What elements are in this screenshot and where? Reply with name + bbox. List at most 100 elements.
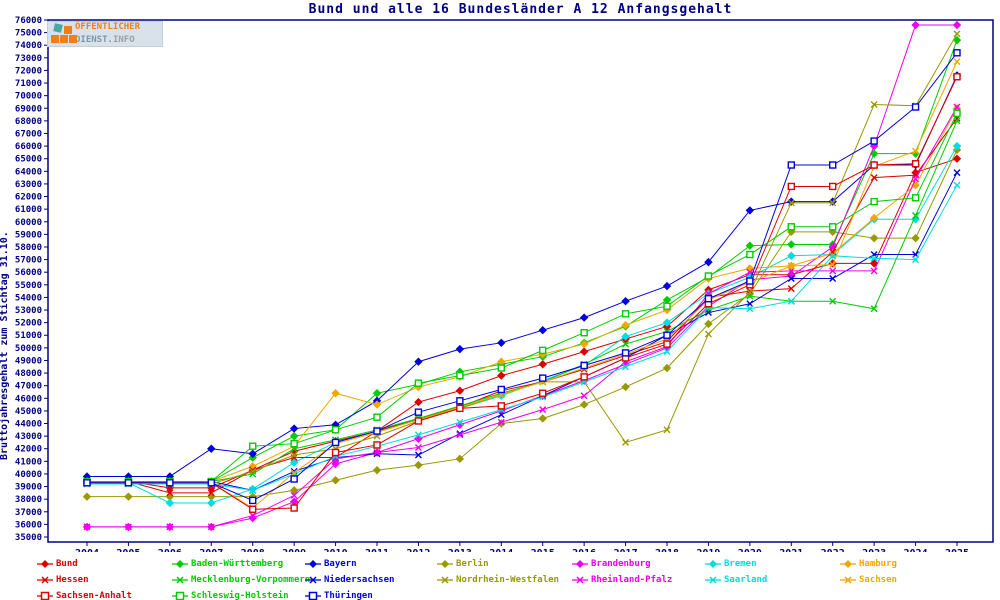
logo-text-line2a: DIENST. [75, 35, 113, 45]
y-axis-tick-label: 43000 [15, 432, 42, 442]
series-marker [912, 147, 920, 155]
series-marker [373, 449, 381, 457]
legend-item-th-ringen: Thüringen [305, 590, 373, 600]
legend-item-bayern: Bayern [305, 558, 357, 570]
legend-marker-icon [172, 560, 188, 568]
y-axis-tick-label: 53000 [15, 306, 42, 316]
series-line-bayern [87, 75, 958, 477]
series-marker [290, 475, 298, 483]
legend-label: Niedersachsen [324, 575, 395, 585]
series-marker [414, 397, 423, 407]
legend-label: Bremen [724, 559, 757, 569]
series-marker [538, 360, 547, 369]
series-marker [497, 338, 506, 348]
series-marker [829, 223, 837, 231]
series-marker [414, 408, 423, 416]
series-marker [290, 451, 298, 459]
series-line-hessen [87, 118, 958, 494]
series-marker [704, 294, 713, 303]
series-marker [414, 451, 422, 459]
series-line-mecklenburg-vorpommern [87, 120, 958, 483]
legend-label: Bund [56, 559, 78, 569]
series-marker [373, 413, 381, 421]
series-marker [414, 434, 423, 443]
series-marker [373, 427, 381, 435]
logo-text-line2b: INFO [112, 35, 135, 45]
series-marker [745, 241, 755, 250]
series-marker [829, 182, 837, 191]
series-line-nordrhein-westfalen [87, 33, 958, 485]
legend-marker-icon [37, 576, 53, 584]
y-axis-tick-label: 54000 [15, 293, 42, 303]
series-marker [869, 213, 879, 223]
series-marker [289, 424, 299, 433]
series-marker [911, 103, 920, 111]
series-marker [497, 364, 505, 372]
series-marker [953, 117, 961, 125]
series-marker [911, 233, 920, 243]
series-marker [745, 264, 755, 273]
series-marker [829, 161, 837, 169]
y-axis-tick-label: 69000 [15, 104, 42, 114]
line-chart-plot: 35000 36000 37000 38000 39000 40000 41000 42000… [15, 16, 994, 559]
legend-label: Brandenburg [591, 559, 651, 569]
y-axis-tick-label: 76000 [15, 16, 42, 26]
legend-label: Hessen [56, 575, 89, 585]
series-marker [787, 199, 795, 207]
legend-label: Schleswig-Holstein [191, 591, 289, 600]
legend-marker-icon [37, 591, 53, 600]
y-axis-tick-label: 41000 [15, 457, 42, 467]
legend-marker-icon [705, 576, 721, 584]
series-marker [622, 438, 630, 446]
series-marker [953, 30, 961, 38]
series-marker [869, 149, 879, 158]
legend-marker-icon [305, 576, 321, 584]
series-marker [497, 418, 505, 426]
series-marker [372, 465, 382, 475]
legend-item-hessen: Hessen [37, 574, 89, 586]
series-marker [952, 20, 962, 30]
y-axis-tick-label: 35000 [15, 533, 42, 543]
legend-marker-icon [437, 576, 453, 584]
series-marker [290, 491, 298, 499]
series-marker [331, 476, 340, 485]
series-marker [953, 181, 961, 189]
series-marker [455, 386, 465, 395]
series-marker [249, 442, 257, 450]
series-marker [372, 389, 382, 398]
series-marker [539, 374, 547, 382]
legend-item-bund: Bund [37, 558, 78, 570]
series-marker [455, 344, 465, 354]
legend-item-rheinland-pfalz: Rheinland-Pfalz [572, 574, 672, 586]
y-axis-tick-label: 49000 [15, 356, 42, 366]
series-marker [745, 206, 755, 215]
logo-squares-icon [51, 23, 77, 44]
y-axis-tick-label: 73000 [15, 54, 42, 64]
series-marker [829, 199, 837, 207]
series-marker [787, 275, 795, 282]
y-axis-tick-label: 65000 [15, 155, 42, 165]
legend-marker-icon [705, 560, 721, 568]
series-marker [207, 523, 215, 531]
y-axis-tick-label: 51000 [15, 331, 42, 341]
legend-marker-icon [305, 560, 321, 568]
series-marker [952, 154, 962, 163]
y-axis-tick-label: 46000 [15, 394, 42, 404]
series-marker [704, 330, 712, 338]
series-line-niedersachsen [87, 172, 958, 491]
series-marker [746, 305, 754, 313]
series-marker [829, 261, 837, 269]
series-line-hamburg [87, 108, 958, 483]
y-axis-tick-label: 63000 [15, 180, 42, 190]
series-marker [414, 443, 422, 451]
y-axis-tick-label: 66000 [15, 142, 42, 152]
series-marker [787, 251, 796, 261]
series-marker [663, 426, 671, 434]
y-axis-tick-label: 57000 [15, 256, 42, 266]
series-marker [704, 257, 713, 267]
series-marker [663, 340, 671, 348]
series-marker [207, 489, 215, 497]
legend-label: Nordrhein-Westfalen [456, 575, 559, 585]
series-marker [870, 100, 878, 108]
y-axis-tick-label: 67000 [15, 129, 42, 139]
